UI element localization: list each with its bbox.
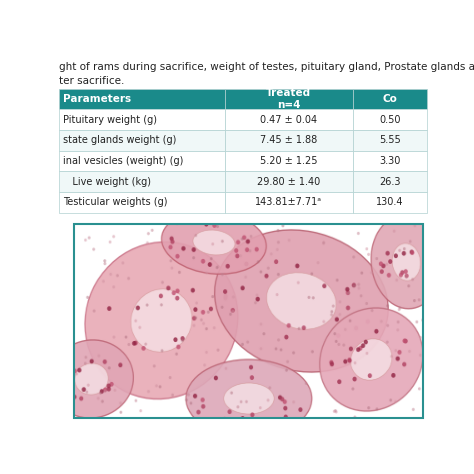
Text: state glands weight (g): state glands weight (g)	[63, 136, 176, 146]
FancyBboxPatch shape	[353, 130, 427, 151]
FancyBboxPatch shape	[59, 192, 225, 213]
Text: 5.55: 5.55	[379, 136, 401, 146]
FancyBboxPatch shape	[353, 151, 427, 172]
Text: inal vesicles (weight) (g): inal vesicles (weight) (g)	[63, 156, 183, 166]
FancyBboxPatch shape	[225, 172, 353, 192]
Text: Live weight (kg): Live weight (kg)	[63, 177, 151, 187]
Text: ght of rams during sacrifice, weight of testes, pituitary gland, Prostate glands: ght of rams during sacrifice, weight of …	[59, 62, 474, 72]
FancyBboxPatch shape	[225, 151, 353, 172]
FancyBboxPatch shape	[353, 89, 427, 109]
FancyBboxPatch shape	[59, 109, 225, 130]
Text: ter sacrifice.: ter sacrifice.	[59, 76, 125, 86]
Text: Testicular weights (g): Testicular weights (g)	[63, 197, 167, 207]
Text: 143.81±7.71ᵃ: 143.81±7.71ᵃ	[255, 197, 322, 207]
FancyBboxPatch shape	[225, 130, 353, 151]
Text: 7.45 ± 1.88: 7.45 ± 1.88	[260, 136, 318, 146]
FancyBboxPatch shape	[59, 151, 225, 172]
FancyBboxPatch shape	[225, 89, 353, 109]
Text: 3.30: 3.30	[379, 156, 401, 166]
Text: 29.80 ± 1.40: 29.80 ± 1.40	[257, 177, 320, 187]
FancyBboxPatch shape	[353, 192, 427, 213]
FancyBboxPatch shape	[59, 172, 225, 192]
Text: 26.3: 26.3	[379, 177, 401, 187]
FancyBboxPatch shape	[59, 130, 225, 151]
FancyBboxPatch shape	[225, 192, 353, 213]
FancyBboxPatch shape	[353, 172, 427, 192]
Text: 0.47 ± 0.04: 0.47 ± 0.04	[260, 115, 318, 125]
Text: Co: Co	[383, 94, 397, 104]
FancyBboxPatch shape	[353, 109, 427, 130]
Text: Pituitary weight (g): Pituitary weight (g)	[63, 115, 157, 125]
FancyBboxPatch shape	[225, 109, 353, 130]
Text: 130.4: 130.4	[376, 197, 404, 207]
FancyBboxPatch shape	[59, 89, 225, 109]
Text: Treated
n=4: Treated n=4	[266, 88, 311, 110]
Text: Parameters: Parameters	[63, 94, 131, 104]
Text: 5.20 ± 1.25: 5.20 ± 1.25	[260, 156, 318, 166]
Text: 0.50: 0.50	[379, 115, 401, 125]
